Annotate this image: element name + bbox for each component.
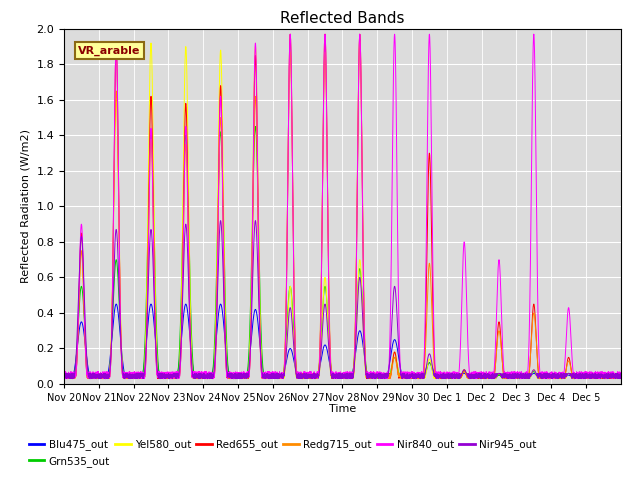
Blu475_out bbox=[489, 376, 497, 382]
Red655_out bbox=[523, 375, 531, 381]
Nir945_out bbox=[495, 371, 503, 376]
Blu475_out bbox=[495, 372, 503, 378]
Nir840_out bbox=[537, 374, 545, 380]
Text: VR_arable: VR_arable bbox=[78, 46, 140, 56]
Nir840_out bbox=[523, 372, 531, 378]
Line: Nir840_out: Nir840_out bbox=[64, 34, 621, 379]
Redg715_out bbox=[537, 375, 545, 381]
Yel580_out bbox=[393, 361, 401, 367]
Line: Blu475_out: Blu475_out bbox=[64, 304, 621, 379]
Redg715_out bbox=[356, 38, 364, 44]
Blu475_out bbox=[617, 375, 625, 381]
Grn535_out bbox=[537, 372, 545, 378]
Redg715_out bbox=[617, 372, 625, 378]
Red655_out bbox=[617, 372, 625, 377]
Yel580_out bbox=[523, 375, 531, 381]
Grn535_out bbox=[495, 372, 503, 378]
Red655_out bbox=[495, 320, 503, 325]
Blu475_out bbox=[537, 374, 545, 380]
Line: Yel580_out: Yel580_out bbox=[64, 43, 621, 379]
Yel580_out bbox=[193, 376, 201, 382]
Nir945_out bbox=[175, 367, 183, 372]
Redg715_out bbox=[364, 373, 371, 379]
Yel580_out bbox=[617, 373, 625, 379]
Grn535_out bbox=[252, 124, 259, 130]
Red655_out bbox=[176, 373, 184, 379]
Nir945_out bbox=[60, 375, 68, 381]
Nir840_out bbox=[393, 173, 401, 179]
Nir945_out bbox=[617, 372, 625, 378]
Blu475_out bbox=[176, 357, 184, 362]
Grn535_out bbox=[60, 371, 68, 376]
Red655_out bbox=[537, 373, 545, 379]
Yel580_out bbox=[176, 362, 184, 368]
Nir840_out bbox=[100, 376, 108, 382]
Redg715_out bbox=[175, 372, 183, 378]
Nir840_out bbox=[60, 374, 68, 380]
Line: Redg715_out: Redg715_out bbox=[64, 41, 621, 379]
Redg715_out bbox=[193, 376, 201, 382]
Redg715_out bbox=[393, 365, 401, 371]
Y-axis label: Reflected Radiation (W/m2): Reflected Radiation (W/m2) bbox=[21, 130, 31, 283]
Red655_out bbox=[287, 31, 294, 37]
Title: Reflected Bands: Reflected Bands bbox=[280, 11, 404, 26]
Grn535_out bbox=[523, 371, 531, 377]
Yel580_out bbox=[495, 371, 503, 376]
Nir945_out bbox=[217, 218, 225, 224]
Yel580_out bbox=[147, 40, 155, 46]
Yel580_out bbox=[537, 375, 545, 381]
Line: Nir945_out: Nir945_out bbox=[64, 221, 621, 379]
Nir945_out bbox=[393, 313, 401, 319]
Nir945_out bbox=[523, 372, 531, 378]
Nir945_out bbox=[364, 371, 371, 376]
Redg715_out bbox=[60, 374, 68, 380]
Grn535_out bbox=[364, 373, 371, 379]
Nir840_out bbox=[495, 257, 503, 263]
Red655_out bbox=[60, 375, 68, 381]
Red655_out bbox=[364, 372, 371, 378]
Nir840_out bbox=[176, 374, 184, 380]
Nir840_out bbox=[530, 31, 538, 37]
Legend: Blu475_out, Grn535_out, Yel580_out, Red655_out, Redg715_out, Nir840_out, Nir945_: Blu475_out, Grn535_out, Yel580_out, Red6… bbox=[25, 435, 540, 471]
X-axis label: Time: Time bbox=[329, 405, 356, 414]
Nir840_out bbox=[364, 371, 371, 377]
Nir945_out bbox=[537, 375, 545, 381]
Nir840_out bbox=[617, 374, 625, 380]
Nir945_out bbox=[195, 376, 203, 382]
Grn535_out bbox=[131, 376, 138, 382]
Blu475_out bbox=[364, 371, 371, 376]
Blu475_out bbox=[60, 373, 68, 379]
Red655_out bbox=[86, 376, 94, 382]
Blu475_out bbox=[393, 344, 401, 349]
Red655_out bbox=[393, 363, 401, 369]
Grn535_out bbox=[176, 345, 184, 350]
Grn535_out bbox=[617, 372, 625, 378]
Yel580_out bbox=[364, 374, 371, 380]
Blu475_out bbox=[523, 373, 531, 379]
Grn535_out bbox=[393, 361, 401, 367]
Yel580_out bbox=[60, 375, 68, 381]
Line: Red655_out: Red655_out bbox=[64, 34, 621, 379]
Line: Grn535_out: Grn535_out bbox=[64, 127, 621, 379]
Redg715_out bbox=[523, 375, 531, 381]
Blu475_out bbox=[113, 301, 120, 307]
Redg715_out bbox=[495, 328, 503, 334]
